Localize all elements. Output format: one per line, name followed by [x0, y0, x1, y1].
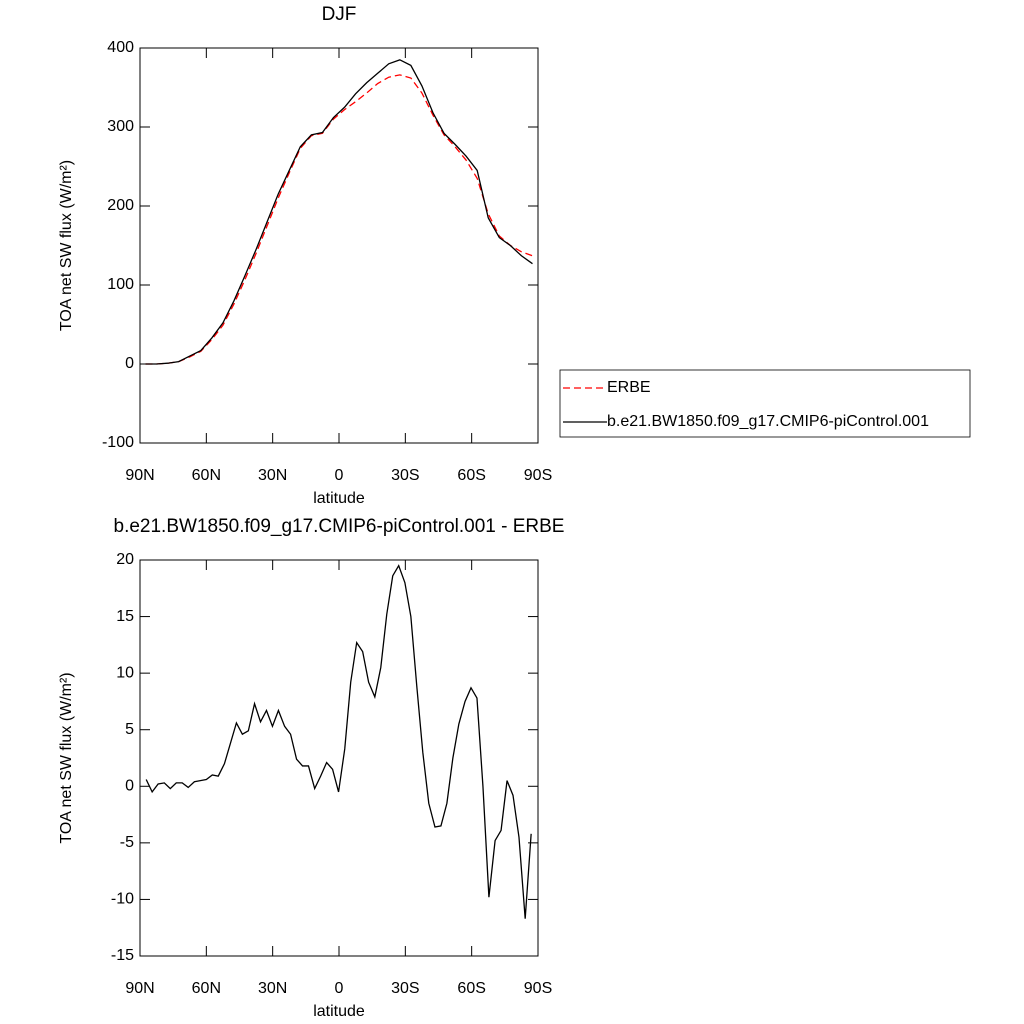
- y-tick-label: -100: [102, 434, 134, 451]
- y-axis-label: TOA net SW flux (W/m²): [58, 160, 75, 331]
- data-line: [145, 564, 532, 919]
- data-line: [145, 74, 533, 365]
- y-tick-label: 100: [107, 276, 134, 293]
- x-tick-label: 60N: [192, 980, 221, 997]
- y-tick-label: 0: [125, 355, 134, 372]
- x-tick-label: 60S: [457, 467, 485, 484]
- plot-frame: [139, 559, 539, 957]
- y-tick-label: 5: [125, 721, 134, 738]
- x-axis-label: latitude: [313, 490, 365, 507]
- legend: ERBE b.e21.BW1850.f09_g17.CMIP6-piControl…: [559, 369, 971, 438]
- plot-frame: [139, 47, 539, 444]
- chart-title: DJF: [322, 4, 357, 25]
- y-tick-label: -5: [120, 834, 134, 851]
- data-line: [145, 59, 533, 365]
- y-tick-label: -10: [111, 891, 134, 908]
- x-tick-label: 0: [335, 980, 344, 997]
- y-tick-label: 300: [107, 118, 134, 135]
- y-tick-label: 15: [116, 608, 134, 625]
- legend-label: ERBE: [607, 379, 651, 396]
- legend-label: b.e21.BW1850.f09_g17.CMIP6-piControl.001: [607, 413, 929, 430]
- x-tick-label: 30S: [391, 980, 419, 997]
- y-tick-label: 400: [107, 39, 134, 56]
- y-tick-label: 20: [116, 551, 134, 568]
- chart-title: b.e21.BW1850.f09_g17.CMIP6-piControl.001…: [114, 516, 565, 537]
- x-tick-label: 60S: [457, 980, 485, 997]
- x-tick-label: 90S: [524, 467, 552, 484]
- x-tick-label: 30S: [391, 467, 419, 484]
- y-tick-label: -15: [111, 947, 134, 964]
- y-tick-label: 0: [125, 778, 134, 795]
- y-tick-label: 10: [116, 664, 134, 681]
- x-tick-label: 90S: [524, 980, 552, 997]
- x-tick-label: 90N: [125, 467, 154, 484]
- x-tick-label: 30N: [258, 980, 287, 997]
- panel: DJF latitude TOA net SW flux (W/m²) -100 0 10…: [58, 4, 971, 507]
- y-tick-label: 200: [107, 197, 134, 214]
- x-axis-label: latitude: [313, 1003, 365, 1020]
- x-tick-label: 0: [335, 467, 344, 484]
- x-tick-label: 90N: [125, 980, 154, 997]
- legend-box: [559, 369, 971, 438]
- panel: b.e21.BW1850.f09_g17.CMIP6-piControl.001…: [58, 516, 564, 1020]
- x-tick-label: 30N: [258, 467, 287, 484]
- y-axis-label: TOA net SW flux (W/m²): [58, 672, 75, 843]
- x-tick-label: 60N: [192, 467, 221, 484]
